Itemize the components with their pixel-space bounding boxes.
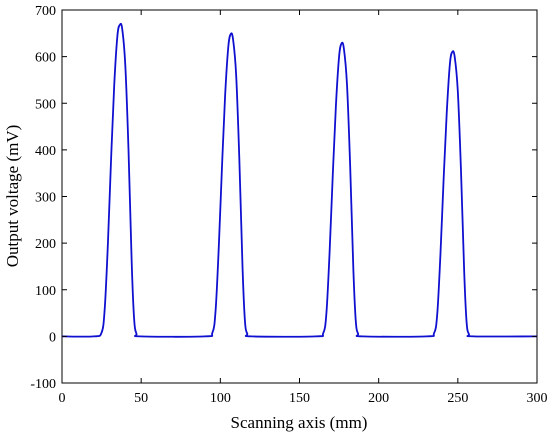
y-tick-label: 500 [35,97,56,112]
x-tick-label: 300 [527,391,548,406]
series-layer [61,22,538,338]
y-tick-label: -100 [30,377,56,392]
x-tick-label: 50 [134,391,148,406]
x-tick-label: 200 [368,391,389,406]
x-axis-ticks: 0 50 100 150 200 250 300 [59,10,548,406]
x-tick-label: 100 [210,391,231,406]
series-line [61,22,538,338]
y-tick-label: 100 [35,284,56,299]
x-tick-label: 150 [289,391,310,406]
y-tick-label: 300 [35,191,56,206]
plot-border [61,9,538,384]
x-axis-title: Scanning axis (mm) [231,413,368,432]
plot-frame [61,9,538,384]
y-axis-title: Output voltage (mV) [3,125,22,268]
y-tick-label: 200 [35,237,56,252]
x-tick-label: 250 [447,391,468,406]
y-tick-label: 700 [35,4,56,19]
y-tick-label: 400 [35,144,56,159]
y-axis-ticks: -100 0 100 200 300 400 500 600 700 [30,4,537,392]
x-tick-label: 0 [59,391,66,406]
y-tick-label: 0 [49,330,56,345]
y-tick-label: 600 [35,51,56,66]
